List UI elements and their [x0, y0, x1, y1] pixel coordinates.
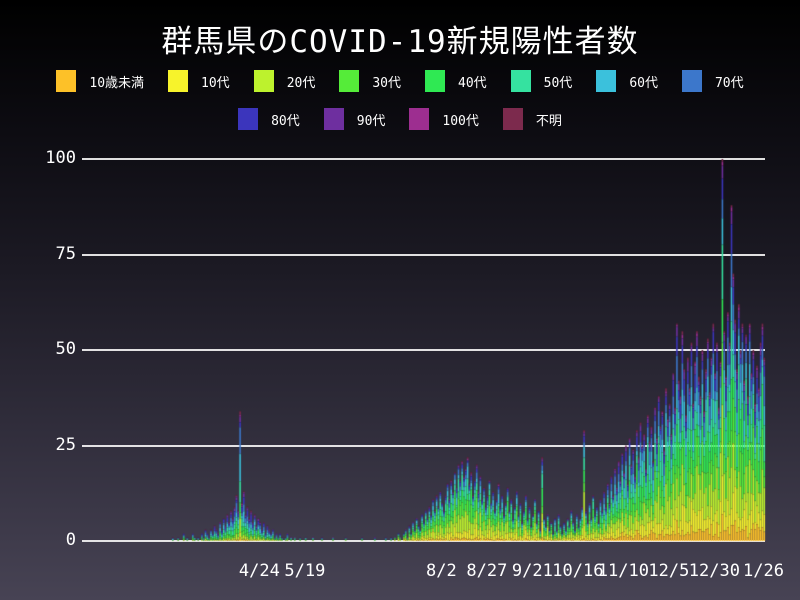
x-tick-label-9/21: 9/21: [511, 561, 553, 581]
legend-label: 10代: [201, 75, 230, 91]
legend-item-20代: 20代: [253, 70, 316, 92]
legend-row-1: 10歳未満 10代 20代 30代 40代 50代 60代 70代: [0, 70, 800, 92]
x-tick-label-12/30: 12/30: [688, 561, 740, 581]
legend-swatch-icon: [56, 70, 77, 92]
legend-label: 40代: [458, 75, 487, 91]
legend-item-10代: 10代: [168, 70, 230, 92]
legend-label: 10歳未満: [89, 75, 145, 91]
legend-label: 50代: [543, 75, 573, 91]
legend-item-60代: 60代: [596, 70, 658, 92]
legend-swatch-icon: [502, 108, 523, 130]
legend-swatch-icon: [409, 108, 430, 130]
legend-item-40代: 40代: [425, 70, 487, 92]
x-tick-label-8/2: 8/2: [426, 561, 457, 581]
legend-label: 90代: [356, 113, 386, 129]
legend-label: 30代: [372, 75, 401, 91]
y-tick-label-75: 75: [55, 243, 76, 264]
y-tick-label-100: 100: [45, 148, 76, 168]
legend-swatch-icon: [253, 70, 274, 92]
legend-item-70代: 70代: [681, 70, 744, 92]
legend-label: 20代: [286, 75, 316, 91]
legend-label: 60代: [629, 75, 658, 91]
legend-swatch-icon: [168, 70, 189, 92]
x-tick-label-1/26: 1/26: [743, 561, 784, 581]
legend-item-100代: 100代: [409, 108, 479, 130]
x-tick-label-10/16: 10/16: [552, 561, 604, 581]
legend-swatch-icon: [425, 70, 445, 92]
legend-label: 不明: [535, 113, 562, 129]
legend-item-90代: 90代: [323, 108, 386, 130]
y-tick-label-25: 25: [55, 434, 76, 455]
legend-item-30代: 30代: [339, 70, 401, 92]
legend-item-50代: 50代: [510, 70, 573, 92]
y-tick-label-0: 0: [65, 530, 76, 550]
legend-label: 80代: [271, 113, 300, 129]
legend-item-10歳未満: 10歳未満: [56, 70, 144, 92]
x-tick-label-5/19: 5/19: [284, 561, 326, 581]
chart-title: 群馬県のCOVID-19新規陽性者数: [161, 24, 639, 60]
legend-label: 70代: [714, 75, 744, 91]
legend-swatch-icon: [510, 70, 531, 92]
x-tick-label-8/27: 8/27: [466, 561, 508, 581]
legend-item-不明: 不明: [502, 108, 562, 130]
legend-swatch-icon: [681, 70, 702, 92]
legend-swatch-icon: [596, 70, 617, 92]
legend-label: 100代: [442, 113, 479, 129]
legend-swatch-icon: [339, 70, 360, 92]
legend-swatch-icon: [323, 108, 344, 130]
legend-row-2: 80代 90代 100代 不明: [0, 108, 800, 130]
legend-swatch-icon: [238, 108, 259, 130]
x-tick-label-12/5: 12/5: [648, 561, 690, 581]
stacked-bars-canvas: [82, 155, 772, 545]
x-tick-label-4/24: 4/24: [238, 561, 280, 581]
y-tick-label-50: 50: [55, 339, 76, 359]
legend-item-80代: 80代: [238, 108, 300, 130]
x-tick-label-11/10: 11/10: [597, 561, 649, 581]
